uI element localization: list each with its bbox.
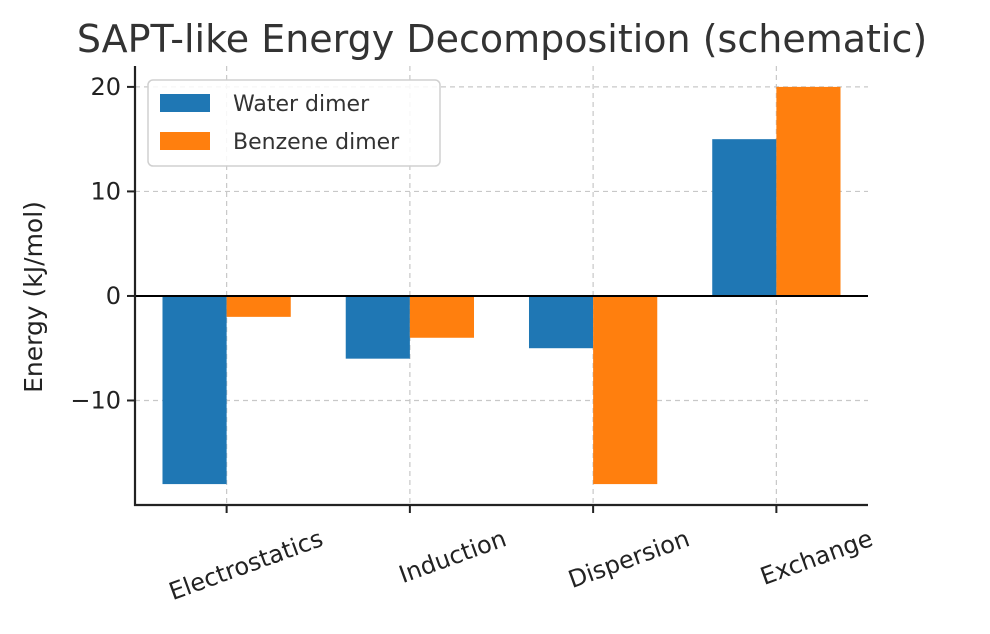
y-tick-label: 0	[106, 282, 121, 310]
bar-benzene-induction	[409, 295, 475, 338]
legend: Water dimer Benzene dimer	[147, 79, 441, 167]
x-tick-label: Induction	[395, 524, 510, 589]
y-tick-label: 10	[90, 177, 121, 205]
x-tick-label: Dispersion	[565, 524, 694, 594]
y-tick-label: 20	[90, 73, 121, 101]
bar-benzene-electrostatics	[226, 295, 291, 317]
legend-swatch	[160, 132, 210, 150]
bar-water-induction	[345, 295, 410, 359]
bar-benzene-dispersion	[593, 295, 658, 485]
legend-label: Benzene dimer	[233, 130, 400, 155]
y-axis-label: Energy (kJ/mol)	[19, 201, 48, 393]
bars	[162, 86, 841, 485]
bar-water-exchange	[712, 139, 777, 296]
x-tick-label: Electrostatics	[165, 524, 326, 606]
legend-label: Water dimer	[233, 92, 370, 117]
bar-benzene-exchange	[776, 86, 841, 296]
legend-frame	[147, 79, 441, 167]
x-tick-label: Exchange	[757, 524, 877, 590]
y-tick-label: −10	[70, 386, 121, 414]
bar-water-dispersion	[528, 295, 594, 349]
bar-water-electrostatics	[162, 295, 227, 485]
legend-swatch	[160, 94, 210, 112]
chart-title: SAPT-like Energy Decomposition (schemati…	[77, 17, 927, 61]
